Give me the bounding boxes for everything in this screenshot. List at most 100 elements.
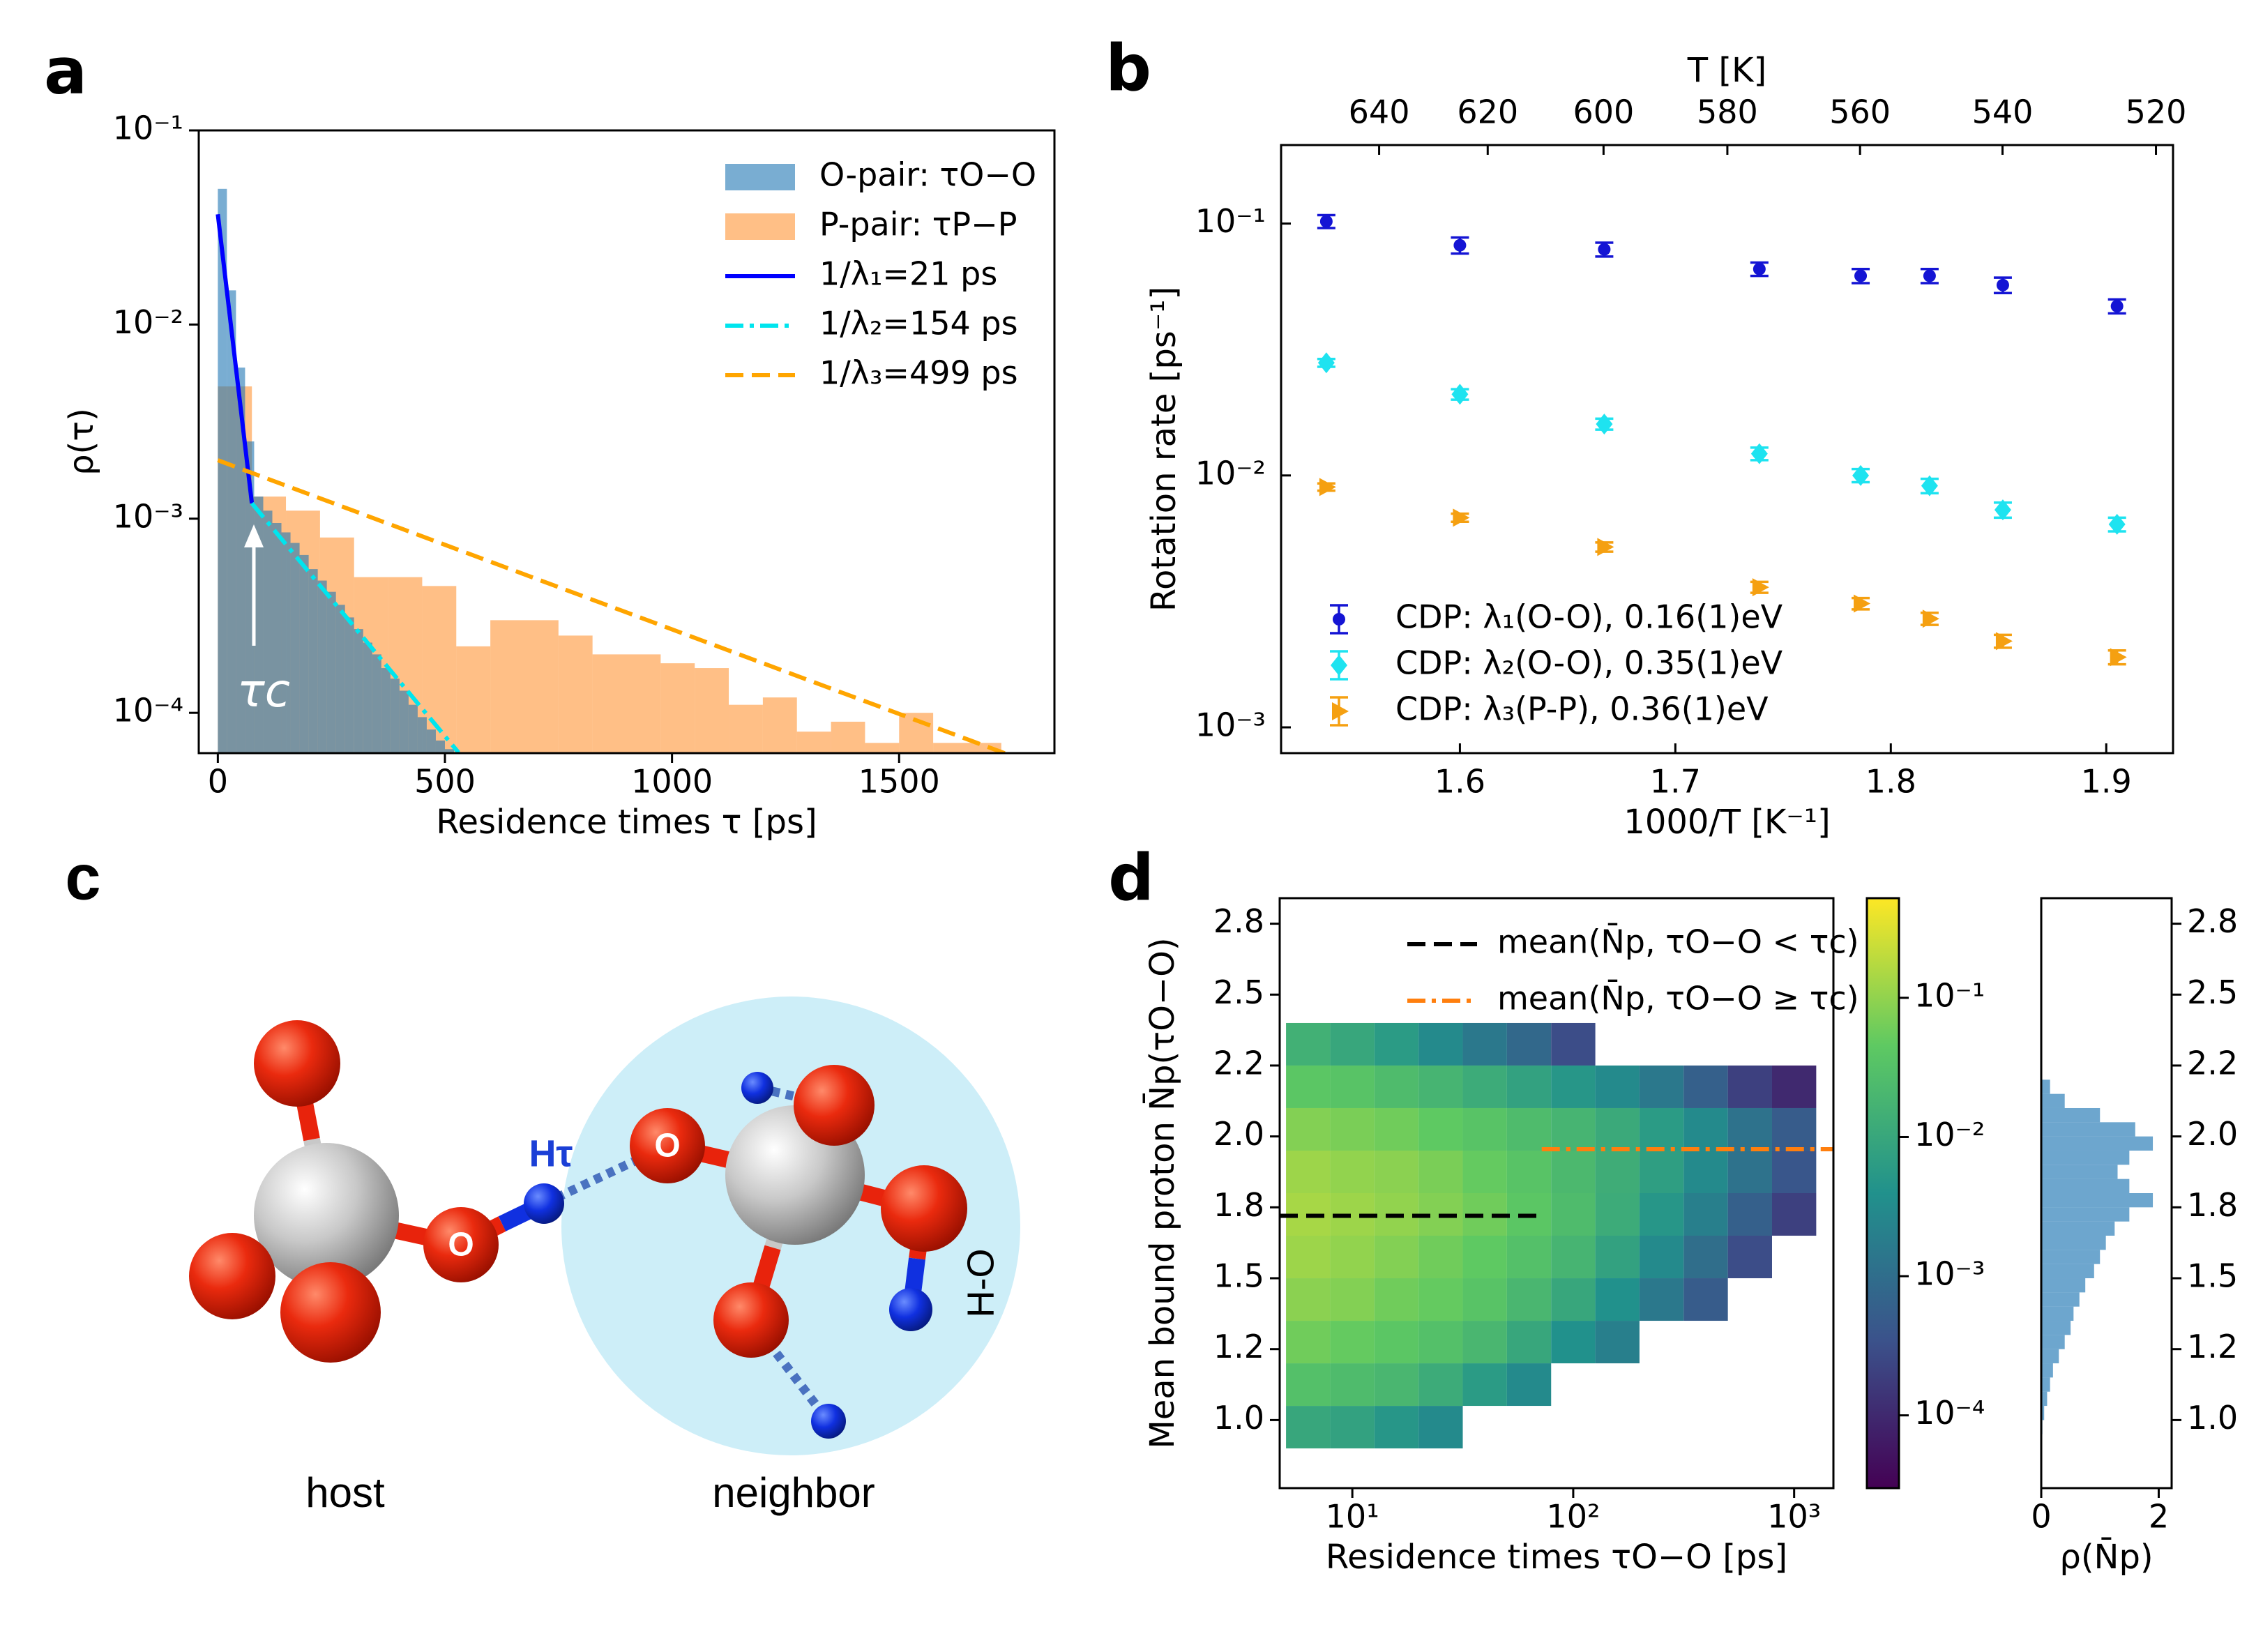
y-tick-label: 2.2 bbox=[2187, 1044, 2238, 1082]
heatmap-cell bbox=[1286, 1236, 1331, 1279]
heatmap-cell bbox=[1683, 1236, 1728, 1279]
marker bbox=[1922, 609, 1939, 628]
marker bbox=[1319, 215, 1333, 228]
histogram-bar bbox=[626, 654, 661, 753]
heatmap-cell bbox=[1506, 1321, 1552, 1364]
marker bbox=[1453, 508, 1470, 527]
histogram-bar bbox=[2041, 1221, 2115, 1236]
neighbor-label: neighbor bbox=[712, 1469, 875, 1516]
histogram-bar bbox=[2041, 1278, 2086, 1293]
marker bbox=[2108, 513, 2126, 535]
heatmap-cell bbox=[1506, 1022, 1552, 1066]
heatmap-cell bbox=[1286, 1363, 1331, 1407]
o-atom bbox=[881, 1165, 967, 1252]
histogram-bar bbox=[335, 605, 345, 753]
histogram-bar bbox=[933, 743, 967, 753]
legend-marker bbox=[1332, 702, 1349, 720]
o-atom bbox=[713, 1282, 789, 1358]
heatmap-cell bbox=[1286, 1107, 1331, 1151]
molecule-diagram: c Hτ O O H-O host neighbor bbox=[65, 842, 1020, 1516]
line bbox=[215, 213, 255, 504]
heatmap-cell bbox=[1639, 1065, 1684, 1108]
heatmap-cell bbox=[1286, 1065, 1331, 1108]
heatmap-cell bbox=[1330, 1150, 1375, 1193]
heatmap-cell bbox=[1771, 1150, 1817, 1193]
histogram-bar bbox=[2041, 1349, 2059, 1364]
x2-axis-label: T [K] bbox=[1687, 51, 1767, 90]
legend-label: 1/λ₂=154 ps bbox=[819, 305, 1018, 342]
heatmap-cell bbox=[1506, 1065, 1552, 1108]
histogram-bar bbox=[2041, 1306, 2074, 1321]
host-label: host bbox=[305, 1469, 385, 1516]
heatmap-cell bbox=[1330, 1065, 1375, 1108]
x-tick-label: 1.9 bbox=[2081, 763, 2132, 801]
heatmap-cell bbox=[1727, 1150, 1772, 1193]
colorbar-tick-label: 10⁻¹ bbox=[1914, 976, 1985, 1014]
heatmap-cell bbox=[1286, 1406, 1331, 1449]
marker bbox=[2110, 648, 2127, 667]
annotation-arrowhead bbox=[244, 524, 264, 547]
y-tick-label: 2.2 bbox=[1213, 1044, 1264, 1082]
plot-area bbox=[2041, 1079, 2154, 1434]
marker bbox=[1596, 414, 1613, 435]
histogram-bar bbox=[2041, 1264, 2094, 1279]
histogram-bar bbox=[236, 367, 245, 753]
heatmap-cell bbox=[1595, 1150, 1640, 1193]
histogram-bar bbox=[592, 654, 627, 753]
heatmap-cell bbox=[1506, 1278, 1552, 1321]
annotation: τc bbox=[237, 664, 290, 718]
marker bbox=[1994, 499, 2011, 521]
heatmap-cell bbox=[1418, 1236, 1463, 1279]
heatmap-cell bbox=[1330, 1236, 1375, 1279]
marker bbox=[1451, 384, 1469, 405]
histogram-bar bbox=[308, 569, 318, 753]
histogram-bar bbox=[417, 717, 427, 753]
heatmap-cell bbox=[1639, 1236, 1684, 1279]
marker bbox=[1453, 238, 1467, 252]
atom-label: O bbox=[654, 1128, 680, 1165]
y-tick-label: 1.2 bbox=[1213, 1328, 1264, 1365]
x2-tick-label: 520 bbox=[2126, 93, 2187, 131]
heatmap-cell bbox=[1330, 1107, 1375, 1151]
y-tick-label: 1.0 bbox=[2187, 1399, 2238, 1437]
histogram-bar bbox=[422, 586, 457, 753]
heatmap-cell bbox=[1639, 1107, 1684, 1151]
histogram-bar bbox=[390, 679, 400, 753]
o-atom bbox=[794, 1065, 875, 1146]
heatmap-cell bbox=[1771, 1107, 1817, 1151]
y-tick-label: 10⁻⁴ bbox=[113, 692, 183, 729]
x-tick-label: 2 bbox=[2149, 1498, 2169, 1536]
heatmap-cell bbox=[1551, 1193, 1596, 1236]
histogram-bar bbox=[660, 663, 695, 753]
heatmap-cell bbox=[1683, 1107, 1728, 1151]
histogram-bar bbox=[2041, 1292, 2080, 1307]
histogram-bar bbox=[2041, 1179, 2130, 1193]
y-tick-label: 10⁻¹ bbox=[1195, 202, 1266, 240]
heatmap-cell bbox=[1374, 1321, 1419, 1364]
x2-tick-label: 640 bbox=[1349, 93, 1410, 131]
heatmap-cell bbox=[1551, 1278, 1596, 1321]
histogram-bar bbox=[2041, 1377, 2050, 1392]
panel-label: d bbox=[1108, 840, 1154, 915]
x-axis-label: 1000/T [K⁻¹] bbox=[1624, 803, 1830, 842]
x2-tick-label: 560 bbox=[1829, 93, 1891, 131]
h-atom bbox=[811, 1404, 846, 1439]
heatmap-cell bbox=[1286, 1022, 1331, 1066]
heatmap-cell bbox=[1683, 1193, 1728, 1236]
heatmap-cell bbox=[1374, 1065, 1419, 1108]
y-tick-label: 1.5 bbox=[2187, 1257, 2238, 1295]
heatmap-cell bbox=[1595, 1193, 1640, 1236]
histogram-bar bbox=[558, 635, 593, 753]
atom-label: O bbox=[448, 1227, 474, 1264]
histogram-bar bbox=[408, 704, 418, 753]
histogram-bar bbox=[381, 668, 391, 753]
legend-label: mean(N̄p, τO−O < τc) bbox=[1497, 923, 1859, 960]
legend-swatch bbox=[725, 164, 795, 190]
axes-frame bbox=[1280, 144, 2174, 755]
x-tick-label: 1.8 bbox=[1865, 763, 1916, 801]
histogram-bar bbox=[2041, 1321, 2071, 1335]
x-tick-label: 0 bbox=[2031, 1498, 2051, 1536]
o-atom bbox=[423, 1207, 499, 1282]
heatmap-cell bbox=[1462, 1278, 1507, 1321]
histogram-bar bbox=[456, 646, 491, 753]
